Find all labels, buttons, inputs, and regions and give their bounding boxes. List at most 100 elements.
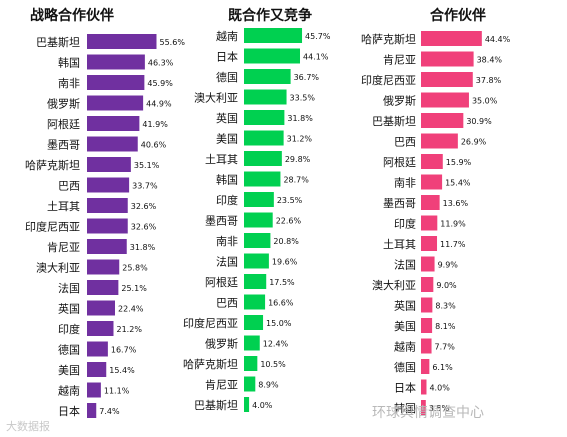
category-label: 法国 (58, 281, 80, 295)
category-label: 俄罗斯 (47, 98, 80, 111)
data-label: 4.0% (252, 401, 273, 410)
bar (244, 253, 269, 269)
category-label: 韩国 (58, 56, 80, 70)
category-label: 英国 (58, 302, 80, 316)
category-label: 俄罗斯 (383, 95, 416, 108)
category-label: 土耳其 (47, 200, 80, 213)
data-label: 44.4% (485, 35, 511, 44)
category-label: 哈萨克斯坦 (361, 32, 416, 46)
data-label: 44.1% (303, 53, 329, 62)
data-label: 23.5% (277, 196, 303, 205)
bar (244, 89, 287, 105)
bar (421, 72, 473, 87)
data-label: 31.2% (287, 135, 313, 144)
bar (87, 300, 115, 316)
bar (421, 51, 474, 67)
bar (244, 48, 301, 64)
category-label: 法国 (216, 255, 238, 269)
bar (87, 157, 131, 172)
bar (421, 174, 443, 190)
data-label: 16.7% (111, 346, 137, 355)
bar (244, 110, 285, 125)
data-label: 8.9% (258, 381, 279, 390)
data-label: 11.1% (104, 387, 130, 396)
bar (421, 31, 482, 46)
bar (421, 195, 440, 210)
category-label: 南非 (58, 77, 80, 90)
bar (244, 130, 284, 146)
bar (244, 233, 271, 248)
bar (87, 239, 127, 254)
category-label: 肯尼亚 (205, 379, 238, 392)
category-label: 美国 (216, 133, 238, 146)
data-label: 28.7% (283, 176, 309, 185)
category-label: 印度 (216, 193, 238, 207)
data-label: 31.8% (287, 114, 313, 123)
data-label: 20.8% (273, 237, 299, 246)
data-label: 17.5% (269, 278, 295, 287)
data-label: 3.5% (429, 404, 450, 413)
category-label: 印度 (58, 322, 80, 336)
data-label: 25.8% (122, 264, 148, 273)
bar (421, 277, 434, 292)
category-label: 阿根廷 (383, 155, 416, 169)
category-label: 阿根廷 (205, 275, 238, 289)
category-label: 越南 (216, 29, 238, 43)
bar (244, 274, 267, 289)
data-label: 8.1% (435, 322, 456, 331)
bar (87, 403, 97, 418)
category-label: 越南 (394, 340, 416, 354)
data-label: 7.4% (99, 407, 120, 416)
data-label: 38.4% (477, 56, 503, 65)
category-label: 肯尼亚 (383, 54, 416, 67)
category-label: 巴西 (216, 297, 238, 310)
category-label: 法国 (394, 258, 416, 272)
data-label: 9.0% (436, 281, 457, 290)
bar (87, 54, 145, 70)
bar (87, 362, 107, 377)
data-label: 32.6% (131, 202, 157, 211)
bar (244, 294, 266, 310)
bar (244, 28, 303, 43)
bar (244, 69, 291, 84)
bar (244, 151, 282, 166)
data-label: 31.8% (130, 243, 156, 252)
chart-title: 战略合作伙伴 (30, 7, 114, 24)
category-label: 印度尼西亚 (361, 73, 416, 87)
category-label: 哈萨克斯坦 (183, 357, 238, 371)
bar (421, 318, 433, 333)
data-label: 30.9% (466, 117, 492, 126)
bar (421, 400, 426, 415)
data-label: 22.6% (276, 217, 302, 226)
category-label: 墨西哥 (205, 215, 238, 228)
category-label: 巴西 (58, 180, 80, 193)
data-label: 15.9% (446, 158, 472, 167)
category-label: 印度尼西亚 (183, 316, 238, 330)
bar (87, 382, 101, 398)
data-label: 45.7% (305, 32, 331, 41)
bar (421, 113, 464, 128)
data-label: 37.8% (476, 76, 502, 85)
category-label: 南非 (216, 235, 238, 248)
category-label: 韩国 (394, 401, 416, 415)
data-label: 41.9% (142, 120, 168, 129)
data-label: 35.0% (472, 97, 498, 106)
data-label: 21.2% (117, 325, 143, 334)
category-label: 澳大利亚 (194, 91, 238, 105)
watermark-left: 大数据报 (6, 420, 50, 433)
bar (87, 177, 130, 193)
category-label: 英国 (216, 111, 238, 125)
watermark-right: 环球舆情调查中心 (372, 405, 484, 421)
data-label: 22.4% (118, 305, 144, 314)
data-label: 15.4% (109, 366, 135, 375)
category-label: 土耳其 (205, 153, 238, 166)
data-label: 15.0% (266, 319, 292, 328)
category-label: 德国 (394, 360, 416, 374)
bar (421, 92, 469, 108)
category-label: 南非 (394, 177, 416, 190)
category-label: 越南 (58, 384, 80, 398)
category-label: 哈萨克斯坦 (25, 158, 80, 172)
category-label: 德国 (216, 70, 238, 84)
data-label: 55.6% (160, 38, 186, 47)
